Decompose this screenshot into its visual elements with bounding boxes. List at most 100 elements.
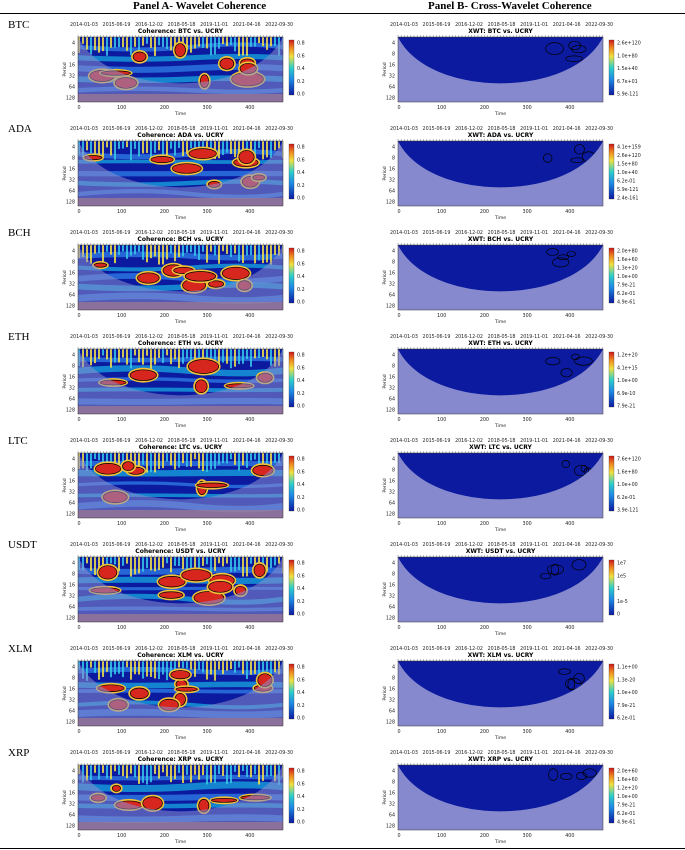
coherence-spike <box>174 245 176 262</box>
coherence-spike <box>250 37 252 47</box>
colorbar-label: 6.2e-01 <box>617 179 635 185</box>
period-tick-label: 8 <box>392 364 395 370</box>
colorbar <box>288 559 295 616</box>
coherence-spike <box>230 349 232 369</box>
heatmap-area <box>398 557 603 622</box>
colorbar-label: 0.8 <box>297 561 305 567</box>
coherence-spike <box>186 765 188 775</box>
coherence-spike <box>222 245 224 252</box>
period-tick-label: 128 <box>386 408 395 414</box>
date-tick-label: 2022-09-30 <box>585 334 613 340</box>
date-tick-label: 2022-09-30 <box>265 542 293 548</box>
coherence-spike <box>262 453 264 473</box>
period-tick-label: 4 <box>392 457 395 463</box>
colorbar-label: 0.2 <box>297 495 305 501</box>
colorbar <box>288 455 295 512</box>
period-tick-label: 16 <box>389 687 395 693</box>
colorbar-label: 0.2 <box>297 183 305 189</box>
coherence-spike <box>130 349 132 369</box>
crypto-row: USDT Coherence: USDT vs. UCRY 2014-01-03 20… <box>0 536 685 641</box>
plot-title: Coherence: USDT vs. UCRY <box>135 548 226 555</box>
coherence-spike <box>142 453 144 465</box>
colorbar <box>288 351 295 408</box>
date-tick-label: 2022-09-30 <box>585 750 613 756</box>
cone-of-influence <box>78 141 283 206</box>
coherence-spike <box>206 245 208 263</box>
colorbar-label: 1.5e+80 <box>617 162 638 168</box>
coherence-spike <box>98 557 100 574</box>
period-tick-label: 8 <box>392 156 395 162</box>
coherence-spike <box>90 245 92 264</box>
coherence-spike <box>278 141 280 149</box>
colorbar <box>608 559 615 616</box>
period-tick-label: 32 <box>389 490 395 496</box>
coherence-spike <box>82 37 84 44</box>
colorbar-label: 6.7e+01 <box>617 79 638 85</box>
x-axis-label: Time <box>174 631 186 637</box>
colorbar-label: 0.4 <box>297 690 305 696</box>
time-tick-label: 200 <box>480 417 489 423</box>
period-tick-label: 4 <box>392 769 395 775</box>
period-tick-label: 8 <box>72 260 75 266</box>
plot-title: XWT: BCH vs. UCRY <box>468 236 534 243</box>
coherence-spike <box>258 765 260 785</box>
period-tick-label: 64 <box>389 813 395 819</box>
coherence-spike <box>270 349 272 366</box>
period-tick-label: 128 <box>386 304 395 310</box>
date-tick-label: 2018-05-18 <box>168 438 196 444</box>
coherence-spike <box>174 349 176 360</box>
coherence-spike <box>234 349 236 367</box>
coherence-plot: Coherence: XLM vs. UCRY 2014-01-03 2015-06… <box>60 640 330 744</box>
colorbar-label: 7.9e-21 <box>617 404 635 410</box>
cone-of-influence <box>398 453 603 518</box>
colorbar-label: 0.0 <box>297 716 305 722</box>
colorbar-label: 0.8 <box>297 41 305 47</box>
coherence-spike <box>198 245 200 260</box>
period-tick-label: 4 <box>72 41 75 47</box>
coherence-spike <box>158 453 160 469</box>
coherence-spike <box>254 37 256 47</box>
coherence-spike <box>130 141 132 161</box>
coherence-spike <box>110 765 112 780</box>
coherence-spike <box>114 765 116 772</box>
time-tick-label: 400 <box>565 625 574 631</box>
heatmap-area <box>78 37 283 102</box>
date-tick-label: 2019-11-01 <box>200 646 228 652</box>
date-tick-label: 2015-06-19 <box>423 334 451 340</box>
coherence-spike <box>114 453 116 463</box>
coherence-spike <box>190 765 192 783</box>
colorbar <box>608 663 615 720</box>
coherence-plot: Coherence: LTC vs. UCRY 2014-01-03 2015-06… <box>60 432 330 536</box>
coherence-spike <box>218 37 220 49</box>
significant-contour <box>570 157 585 163</box>
period-tick-label: 128 <box>66 824 75 830</box>
colorbar-label: 0.4 <box>297 586 305 592</box>
significant-region <box>211 797 238 803</box>
period-tick-label: 64 <box>69 709 75 715</box>
x-axis-label: Time <box>174 423 186 429</box>
colorbar-label: 1.0e+40 <box>617 170 638 176</box>
date-tick-label: 2018-05-18 <box>168 542 196 548</box>
coherence-spike <box>86 557 88 564</box>
coherence-spike <box>210 349 212 360</box>
coherence-spike <box>210 453 212 470</box>
coherence-spike <box>230 557 232 572</box>
coherence-spike <box>246 765 248 777</box>
coherence-spike <box>174 765 176 780</box>
colorbar-label: 1.6e+80 <box>617 469 638 475</box>
coherence-spike <box>238 37 240 56</box>
time-tick-label: 0 <box>397 209 400 215</box>
time-tick-label: 300 <box>203 417 212 423</box>
coherence-spike <box>210 245 212 252</box>
date-tick-label: 2015-06-19 <box>103 230 131 236</box>
coherence-spike <box>94 765 96 773</box>
coherence-spike <box>178 349 180 369</box>
coherence-spike <box>242 661 244 675</box>
colorbar-label: 1e7 <box>617 561 626 567</box>
colorbar-label: 6.2e-01 <box>617 811 635 817</box>
date-tick-label: 2022-09-30 <box>585 126 613 132</box>
significant-contour <box>576 772 587 780</box>
coherence-spike <box>186 661 188 669</box>
wavelet-plot: Coherence: BCH vs. UCRY 2014-01-03 2015-06… <box>62 230 305 325</box>
significant-contour <box>560 368 573 378</box>
